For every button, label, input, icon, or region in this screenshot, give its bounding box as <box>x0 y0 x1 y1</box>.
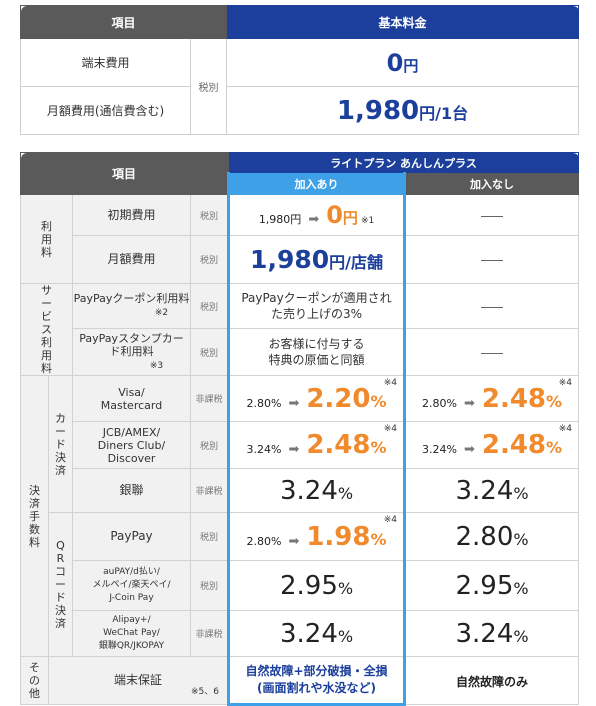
monthly-fee-with: 1,980円/店舗 <box>227 235 407 284</box>
monthly-fee-label: 月額費用 <box>72 235 191 284</box>
aupay-without: 2.95% <box>404 560 580 611</box>
category-other: その他 <box>20 656 49 705</box>
warranty-label: 端末保証 ※5、6 <box>47 656 230 705</box>
aupay-label: auPAY/d払い/ メルペイ/楽天ペイ/ J-Coin Pay <box>72 560 191 611</box>
monthly-cost-value: 1,980円/1台 <box>226 86 580 135</box>
paypay-without: 2.80% <box>404 512 580 561</box>
visa-tax: 非課税 <box>189 375 230 422</box>
initial-fee-label: 初期費用 <box>72 194 191 236</box>
tab-without-insurance: 加入なし <box>404 172 580 195</box>
stamp-fee-without <box>404 328 580 376</box>
jcb-label: JCB/AMEX/ Diners Club/ Discover <box>72 421 191 469</box>
basic-header-price: 基本料金 <box>226 5 580 39</box>
basic-tax-note: 税別 <box>189 38 228 135</box>
device-cost-value: 0円 <box>226 38 580 87</box>
basic-header-item: 項目 <box>19 5 228 39</box>
coupon-fee-without <box>404 282 580 330</box>
category-service: サービス利用料 <box>20 283 73 376</box>
paypay-tax: 税別 <box>189 512 230 561</box>
subcategory-qr: QRコード決済 <box>48 512 73 657</box>
dash-icon <box>481 352 504 354</box>
category-payment-fee: 決済手数料 <box>20 375 49 657</box>
aupay-tax: 税別 <box>189 560 230 611</box>
alipay-label: Alipay+/ WeChat Pay/ 銀聯QR/JKOPAY <box>72 610 191 657</box>
plan-header-item: 項目 <box>19 152 230 195</box>
aupay-with: 2.95% <box>227 560 407 611</box>
device-cost-label: 端末費用 <box>20 38 191 87</box>
unionpay-label: 銀聯 <box>72 468 191 513</box>
arrow-right-icon: ➡ <box>308 212 320 227</box>
visa-without: ※4 2.80% ➡ 2.48% <box>404 375 580 422</box>
plan-header-name: ライトプラン あんしんプラス <box>228 152 580 173</box>
visa-with: ※4 2.80% ➡ 2.20% <box>227 375 407 422</box>
dash-icon <box>481 215 504 217</box>
alipay-tax: 非課税 <box>189 610 230 657</box>
unionpay-without: 3.24% <box>404 468 580 513</box>
category-usage: 利用料 <box>20 194 73 284</box>
warranty-without: 自然故障のみ <box>404 656 580 705</box>
warranty-with: 自然故障+部分破損・全損 (画面割れや水没など) <box>227 656 407 706</box>
tab-with-insurance: 加入あり <box>227 172 407 195</box>
initial-fee-tax: 税別 <box>189 194 230 236</box>
jcb-without: ※4 3.24% ➡ 2.48% <box>404 421 580 469</box>
stamp-fee-label: PayPayスタンプカード利用料 ※3 <box>72 328 191 376</box>
jcb-with: ※4 3.24% ➡ 2.48% <box>227 421 407 469</box>
basic-fee-table: 項目 基本料金 端末費用 税別 0円 月額費用(通信費含む) 1,980円/1台 <box>19 5 580 135</box>
stamp-fee-tax: 税別 <box>189 328 230 376</box>
dash-icon <box>481 306 504 308</box>
coupon-fee-with: PayPayクーポンが適用された売り上げの3% <box>227 282 407 330</box>
arrow-right-icon: ➡ <box>288 442 300 457</box>
arrow-right-icon: ➡ <box>288 533 300 549</box>
subcategory-card: カード決済 <box>48 375 73 513</box>
monthly-cost-label: 月額費用(通信費含む) <box>20 86 191 135</box>
coupon-fee-label: PayPayクーポン利用料 ※2 <box>72 282 191 330</box>
coupon-fee-tax: 税別 <box>189 282 230 330</box>
visa-label: Visa/ Mastercard <box>72 375 191 422</box>
monthly-fee-tax: 税別 <box>189 235 230 284</box>
unionpay-tax: 非課税 <box>189 468 230 513</box>
arrow-right-icon: ➡ <box>288 395 300 411</box>
stamp-fee-with: お客様に付与する 特典の原価と同額 <box>227 328 407 376</box>
alipay-with: 3.24% <box>227 610 407 657</box>
dash-icon <box>481 260 504 261</box>
jcb-tax: 税別 <box>189 421 230 469</box>
paypay-with: ※4 2.80% ➡ 1.98% <box>227 512 407 561</box>
plan-comparison-table: 項目 ライトプラン あんしんプラス 加入あり 加入なし 利用料 初期費用 税別 … <box>19 152 580 706</box>
unionpay-with: 3.24% <box>227 468 407 513</box>
arrow-right-icon: ➡ <box>463 395 475 411</box>
arrow-right-icon: ➡ <box>463 442 475 457</box>
initial-fee-without <box>404 194 580 236</box>
monthly-fee-without <box>404 235 580 284</box>
paypay-label: PayPay <box>72 512 191 561</box>
alipay-without: 3.24% <box>404 610 580 657</box>
